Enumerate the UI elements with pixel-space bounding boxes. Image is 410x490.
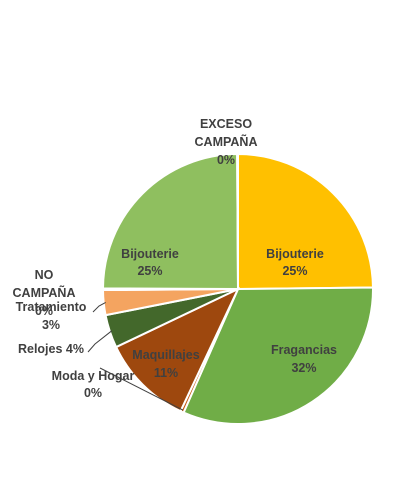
pie-slice-exceso-campaña-8 <box>237 154 238 289</box>
leader-line-relojes <box>88 331 112 352</box>
label-exceso-percent: 0% <box>217 153 235 167</box>
label-bijouterie-left-percent: 25% <box>137 264 162 278</box>
pie-slice-bijouterie-7 <box>103 154 238 289</box>
label-exceso-name-1: EXCESO <box>200 117 252 131</box>
label-moda-hogar-name: Moda y Hogar <box>52 369 135 383</box>
label-fragancias-name: Fragancias <box>271 343 337 357</box>
label-no-campana-name-1: NO <box>35 268 54 282</box>
label-bijouterie-right-name: Bijouterie <box>266 247 324 261</box>
label-bijouterie-left-name: Bijouterie <box>121 247 179 261</box>
label-exceso-name-2: CAMPAÑA <box>195 134 258 149</box>
label-relojes: Relojes 4% <box>18 342 84 356</box>
label-tratamiento-percent: 3% <box>42 318 60 332</box>
label-tratamiento-name: Tratamiento <box>16 300 87 314</box>
label-bijouterie-right-percent: 25% <box>282 264 307 278</box>
label-fragancias-percent: 32% <box>291 361 316 375</box>
label-maquillajes-percent: 11% <box>154 366 178 380</box>
pie-slices <box>103 154 373 424</box>
label-maquillajes-name: Maquillajes <box>132 348 199 362</box>
label-moda-hogar-percent: 0% <box>84 386 102 400</box>
label-no-campana-name-2: CAMPAÑA <box>13 285 76 300</box>
